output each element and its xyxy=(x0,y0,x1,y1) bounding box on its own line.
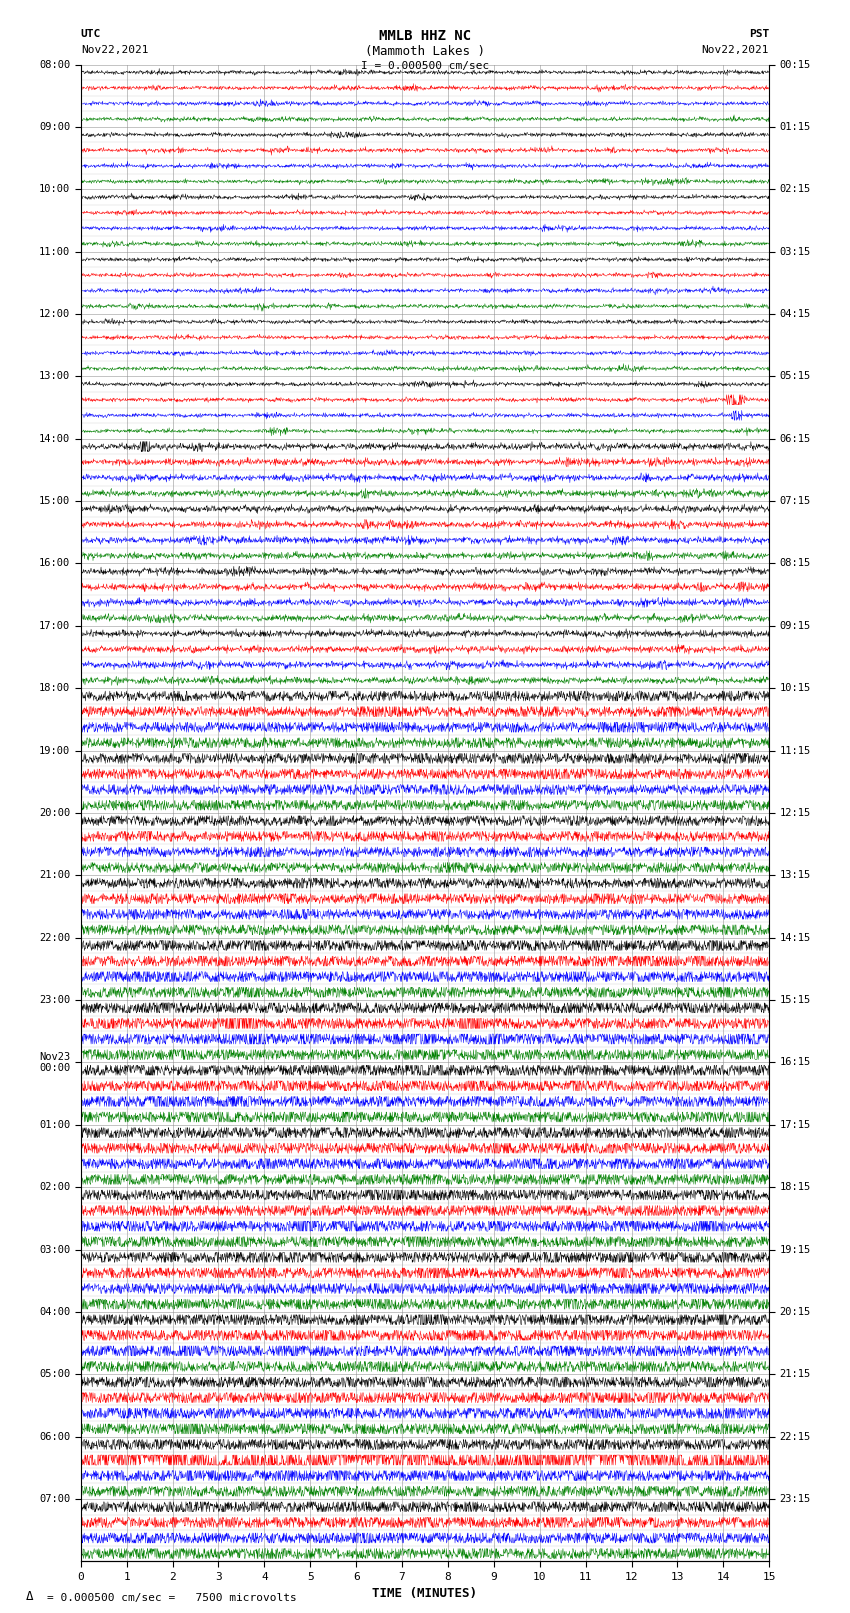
Text: MMLB HHZ NC: MMLB HHZ NC xyxy=(379,29,471,44)
Text: Nov22,2021: Nov22,2021 xyxy=(702,45,769,55)
Text: Nov22,2021: Nov22,2021 xyxy=(81,45,148,55)
Text: = 0.000500 cm/sec =   7500 microvolts: = 0.000500 cm/sec = 7500 microvolts xyxy=(47,1594,297,1603)
Text: UTC: UTC xyxy=(81,29,101,39)
X-axis label: TIME (MINUTES): TIME (MINUTES) xyxy=(372,1587,478,1600)
Text: PST: PST xyxy=(749,29,769,39)
Text: (Mammoth Lakes ): (Mammoth Lakes ) xyxy=(365,45,485,58)
Text: Δ: Δ xyxy=(26,1590,33,1603)
Text: I = 0.000500 cm/sec: I = 0.000500 cm/sec xyxy=(361,61,489,71)
